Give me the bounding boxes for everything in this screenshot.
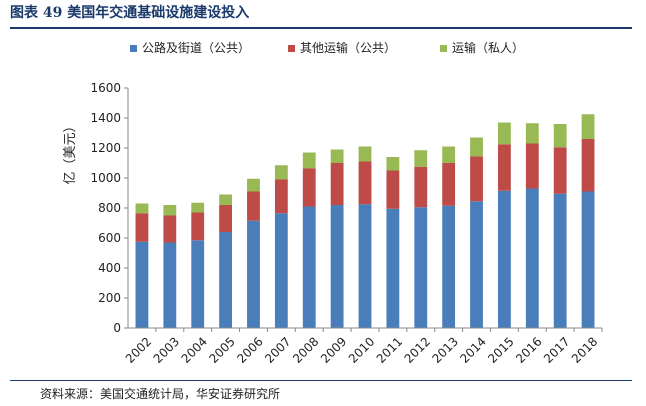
- legend-label-1: 其他运输（公共）: [300, 40, 396, 55]
- bar-2010-series-1: [358, 161, 372, 205]
- bar-2003-series-2: [163, 205, 177, 216]
- x-tick-label: 2016: [513, 334, 544, 365]
- bar-2017-series-1: [553, 147, 567, 194]
- bar-2006-series-0: [247, 220, 260, 328]
- x-tick-label: 2018: [569, 334, 600, 365]
- bar-2005-series-1: [219, 205, 233, 232]
- y-tick-label: 0: [113, 321, 121, 335]
- x-tick-label: 2013: [429, 334, 460, 365]
- bar-2014-series-0: [470, 201, 483, 328]
- legend-swatch-0: [130, 45, 137, 52]
- bars: [135, 114, 595, 328]
- x-tick-label: 2005: [206, 334, 237, 365]
- bar-2017-series-2: [553, 124, 567, 148]
- x-tick-label: 2002: [123, 334, 154, 365]
- legend-label-2: 运输（私人）: [452, 40, 524, 55]
- y-tick-label: 800: [98, 201, 121, 215]
- x-tick-label: 2011: [374, 334, 405, 365]
- bar-2008-series-0: [302, 206, 316, 328]
- bar-2015-series-1: [497, 144, 511, 191]
- source-note: 资料来源：美国交通统计局，华安证券研究所: [40, 387, 281, 401]
- bar-2002-series-1: [135, 213, 149, 242]
- y-tick-label: 600: [98, 231, 121, 245]
- x-tick-label: 2004: [179, 334, 210, 365]
- bar-2011-series-2: [386, 157, 400, 171]
- y-tick-label: 1000: [90, 171, 121, 185]
- bar-2012-series-2: [414, 150, 428, 167]
- bar-2013-series-0: [442, 205, 456, 328]
- legend-swatch-1: [288, 45, 295, 52]
- bar-2013-series-1: [442, 163, 456, 206]
- y-tick-label: 1200: [90, 141, 121, 155]
- bar-2007-series-2: [274, 165, 288, 180]
- title-rule: [10, 27, 632, 29]
- bar-2014-series-2: [470, 137, 483, 157]
- bar-2012-series-1: [414, 166, 428, 208]
- y-axis: 0 200 400 600 800 1000 1200 1400 1600: [90, 81, 129, 335]
- bar-2007-series-1: [274, 179, 288, 214]
- bar-2003-series-0: [163, 242, 177, 328]
- x-tick-label: 2010: [346, 334, 377, 365]
- bar-2002-series-0: [135, 241, 149, 328]
- y-axis-label: 亿（美元）: [63, 119, 78, 184]
- y-tick-label: 1600: [90, 81, 121, 95]
- x-tick-label: 2014: [457, 334, 488, 365]
- x-tick-label: 2017: [541, 334, 572, 365]
- bar-2006-series-1: [247, 191, 260, 221]
- x-tick-label: 2012: [402, 334, 433, 365]
- bar-2011-series-1: [386, 170, 400, 209]
- bar-2009-series-0: [330, 205, 344, 328]
- bar-2015-series-2: [497, 122, 511, 145]
- bar-2004-series-0: [191, 240, 205, 328]
- x-tick-label: 2008: [290, 334, 321, 365]
- bar-2014-series-1: [470, 156, 483, 202]
- bar-2003-series-1: [163, 215, 177, 243]
- bar-2008-series-1: [302, 168, 316, 207]
- bar-2009-series-1: [330, 163, 344, 205]
- legend: 公路及街道（公共） 其他运输（公共） 运输（私人）: [130, 40, 524, 55]
- stacked-bar-chart: 公路及街道（公共） 其他运输（公共） 运输（私人） 0 200 400 600 800 100…: [63, 40, 603, 366]
- bar-2015-series-0: [497, 190, 511, 328]
- x-tick-label: 2003: [151, 334, 182, 365]
- y-tick-label: 200: [98, 291, 121, 305]
- bar-2004-series-1: [191, 212, 205, 241]
- figure-title: 图表 49 美国年交通基础设施建设投入: [10, 5, 250, 21]
- bar-2018-series-0: [581, 191, 595, 328]
- bar-2007-series-0: [274, 213, 288, 328]
- bar-2005-series-0: [219, 232, 233, 328]
- bar-2010-series-2: [358, 146, 372, 162]
- y-tick-label: 400: [98, 261, 121, 275]
- bar-2009-series-2: [330, 149, 344, 163]
- bar-2017-series-0: [553, 193, 567, 328]
- bar-2002-series-2: [135, 203, 149, 214]
- x-tick-label: 2007: [262, 334, 293, 365]
- bar-2010-series-0: [358, 204, 372, 328]
- x-tick-label: 2015: [485, 334, 516, 365]
- bar-2016-series-0: [525, 188, 539, 328]
- bar-2012-series-0: [414, 207, 428, 328]
- y-tick-label: 1400: [90, 111, 121, 125]
- bar-2008-series-2: [302, 152, 316, 169]
- source-rule: [10, 380, 632, 381]
- bar-2018-series-2: [581, 114, 595, 139]
- bar-2016-series-1: [525, 143, 539, 189]
- bar-2011-series-0: [386, 208, 400, 328]
- bar-2018-series-1: [581, 139, 595, 192]
- x-tick-label: 2006: [234, 334, 265, 365]
- bar-2013-series-2: [442, 146, 456, 163]
- bar-2006-series-2: [247, 178, 260, 192]
- legend-swatch-2: [440, 45, 447, 52]
- bar-2004-series-2: [191, 202, 205, 213]
- x-axis: 2002200320042005200620072008200920102011…: [123, 327, 603, 366]
- bar-2005-series-2: [219, 194, 233, 205]
- x-tick-label: 2009: [318, 334, 349, 365]
- legend-label-0: 公路及街道（公共）: [142, 40, 250, 55]
- bar-2016-series-2: [525, 123, 539, 144]
